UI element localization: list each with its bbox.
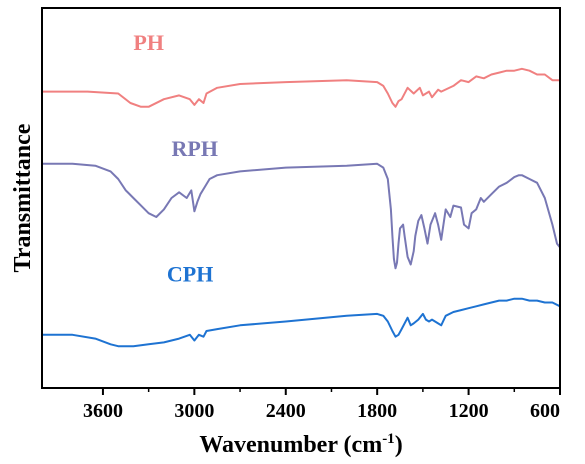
x-tick-label: 600 <box>530 400 560 422</box>
x-axis: 3600 3000 2400 1800 1200 600 <box>83 388 561 422</box>
series-label-cph: CPH <box>167 262 213 287</box>
x-tick-label: 1800 <box>357 400 397 422</box>
series-label-ph: PH <box>133 30 164 55</box>
series-line-rph <box>42 162 561 270</box>
plot-frame <box>41 7 561 389</box>
x-tick-label: 2400 <box>266 400 306 422</box>
plot-area: PH RPH CPH <box>42 30 561 348</box>
x-tick-label: 1200 <box>449 400 489 422</box>
y-axis-title: Transmittance <box>10 123 36 272</box>
x-tick-label: 3600 <box>83 400 123 422</box>
series-label-rph: RPH <box>172 136 218 161</box>
x-tick-label: 3000 <box>174 400 214 422</box>
series-line-cph <box>42 297 561 348</box>
series-line-ph <box>42 67 560 108</box>
x-axis-title: Wavenumber (cm-1) <box>199 431 402 458</box>
